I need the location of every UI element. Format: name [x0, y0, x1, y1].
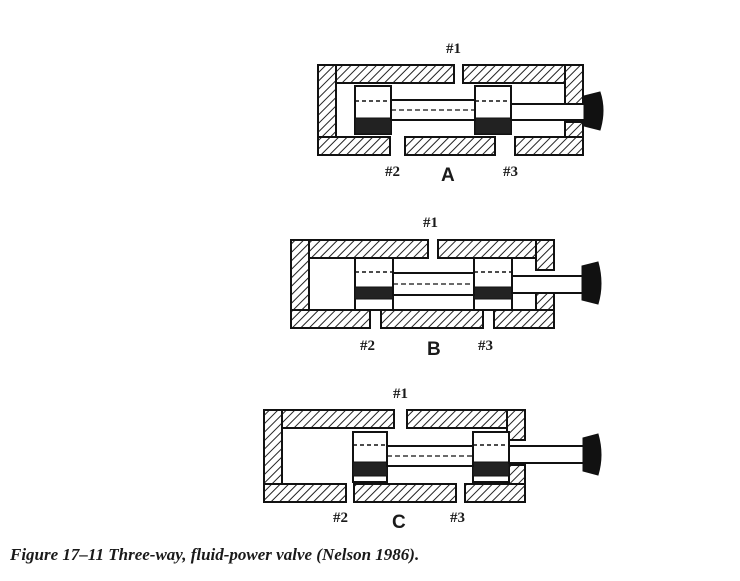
port-1-label: #1 — [423, 215, 438, 231]
valve-c: #1 #2 #3 C — [263, 386, 602, 533]
valve-spool — [352, 431, 602, 483]
port-2-label: #2 — [333, 510, 348, 526]
figure-caption: Figure 17–11 Three-way, fluid-power valv… — [10, 545, 420, 564]
valve-housing — [290, 239, 555, 329]
position-label: A — [441, 165, 455, 186]
port-2-label: #2 — [360, 338, 375, 354]
valve-housing — [317, 64, 584, 156]
valve-a: #1 #2 #3 A — [317, 41, 604, 186]
position-label: C — [392, 512, 406, 533]
port-1-label: #1 — [393, 386, 408, 402]
port-2-label: #2 — [385, 164, 400, 180]
valve-housing — [263, 409, 526, 503]
valve-spool — [354, 85, 604, 135]
port-3-label: #3 — [503, 164, 518, 180]
valve-spool — [354, 257, 602, 311]
port-1-label: #1 — [446, 41, 461, 57]
port-3-label: #3 — [478, 338, 493, 354]
position-label: B — [427, 339, 441, 360]
port-3-label: #3 — [450, 510, 465, 526]
valve-b: #1 #2 #3 B — [290, 215, 602, 360]
